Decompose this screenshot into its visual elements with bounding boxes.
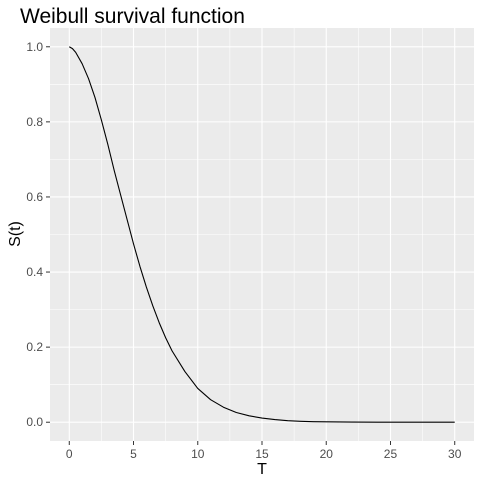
y-tick-label: 0.2 — [26, 340, 43, 354]
x-tick-label: 0 — [66, 447, 73, 461]
chart-title: Weibull survival function — [20, 5, 245, 28]
y-tick-label: 1.0 — [26, 40, 43, 54]
y-axis: 0.0 0.2 0.4 0.6 0.8 1.0 — [26, 40, 50, 429]
x-tick-label: 10 — [191, 447, 205, 461]
y-axis-title: S(t) — [7, 221, 24, 247]
x-tick-label: 5 — [130, 447, 137, 461]
x-tick-label: 15 — [255, 447, 269, 461]
survival-curve-line — [68, 46, 455, 423]
series-layer — [68, 46, 455, 423]
x-axis-title: T — [257, 461, 267, 478]
x-tick-label: 20 — [320, 447, 334, 461]
y-tick-label: 0.8 — [26, 115, 43, 129]
y-tick-label: 0.6 — [26, 190, 43, 204]
x-axis: 0 5 10 15 20 25 30 — [66, 441, 462, 461]
y-tick-label: 0.4 — [26, 265, 43, 279]
x-tick-label: 25 — [384, 447, 398, 461]
y-tick-label: 0.0 — [26, 415, 43, 429]
x-tick-label: 30 — [448, 447, 462, 461]
